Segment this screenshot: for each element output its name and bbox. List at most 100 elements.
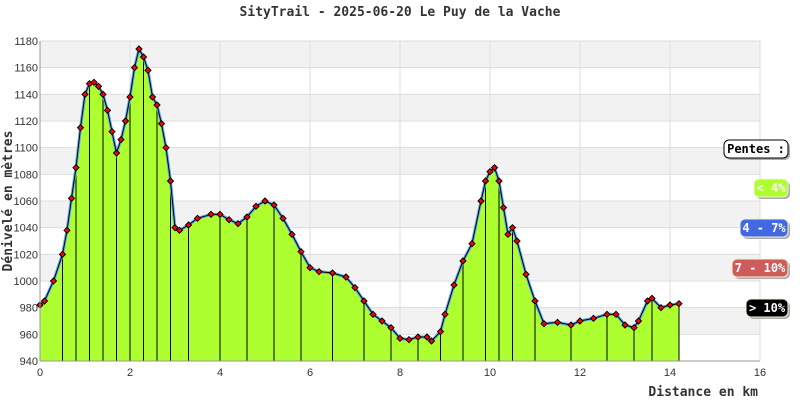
data-point [621, 321, 629, 329]
legend: Pentes : < 4% 4 - 7% 7 - 10% > 10% [723, 139, 790, 319]
data-point [436, 327, 445, 336]
y-tick-label: 960 [20, 329, 38, 341]
data-point [153, 101, 161, 109]
legend-item-box [731, 258, 789, 278]
data-point [157, 119, 166, 128]
x-tick-label: 6 [307, 367, 313, 379]
data-point [657, 303, 665, 312]
data-point [58, 250, 67, 259]
data-point [481, 177, 490, 185]
data-point [135, 45, 143, 53]
data-point [76, 123, 85, 132]
elevation-outline [39, 47, 680, 342]
data-point [387, 323, 395, 332]
data-point [144, 66, 152, 75]
x-tick-label: 16 [754, 367, 766, 379]
data-point [450, 281, 458, 289]
data-point [666, 301, 674, 309]
data-point [643, 297, 652, 305]
data-point [675, 299, 683, 308]
data-point [117, 135, 125, 144]
data-point [171, 223, 179, 232]
legend-title-label: Pentes : [727, 142, 785, 156]
y-tick-label: 1040 [14, 223, 38, 235]
data-point [576, 317, 584, 325]
legend-title-box [723, 139, 789, 159]
data-point [148, 93, 157, 101]
y-tick-label: 1060 [14, 196, 38, 208]
data-point [360, 297, 368, 305]
data-point [252, 202, 260, 211]
data-point [630, 323, 638, 332]
y-tick-label: 1080 [14, 169, 38, 181]
data-point [261, 197, 269, 205]
data-point [499, 203, 508, 212]
data-point [603, 310, 611, 319]
data-point [490, 163, 499, 172]
data-point [423, 333, 431, 341]
elevation-area [40, 49, 679, 361]
data-point [130, 63, 139, 72]
data-point [567, 321, 575, 329]
y-tick-label: 1120 [14, 116, 38, 128]
data-point [234, 219, 242, 228]
x-tick-label: 8 [397, 367, 403, 379]
data-point [139, 53, 148, 61]
x-tick-label: 0 [37, 367, 43, 379]
data-point [63, 226, 71, 235]
data-point [207, 210, 215, 219]
legend-item-label: 7 - 10% [735, 261, 786, 275]
data-point [121, 117, 130, 125]
data-point [328, 269, 337, 277]
data-point [513, 237, 521, 245]
data-point [162, 143, 170, 152]
data-point [81, 90, 89, 99]
data-point [99, 90, 107, 99]
data-point [540, 319, 548, 328]
y-axis-label: Dénivelé en mètres [1, 131, 16, 272]
y-tick-label: 1140 [14, 89, 38, 101]
data-point [495, 177, 503, 185]
x-tick-label: 10 [484, 367, 496, 379]
x-tick-label: 4 [217, 367, 223, 379]
data-point [486, 167, 494, 176]
data-point [589, 314, 598, 323]
data-point [112, 149, 121, 157]
data-point [184, 221, 193, 229]
data-point [270, 201, 278, 209]
data-point [553, 318, 562, 327]
data-point [103, 106, 112, 115]
data-point [459, 257, 467, 265]
data-point [405, 335, 413, 344]
data-point [72, 163, 80, 172]
x-tick-label: 12 [574, 367, 586, 379]
data-point [306, 263, 314, 272]
legend-item-box [745, 298, 789, 318]
data-point [477, 197, 485, 205]
data-point [225, 215, 233, 224]
data-point [166, 177, 175, 185]
data-point [342, 273, 350, 281]
y-tick-label: 1100 [14, 143, 38, 155]
data-point [468, 239, 476, 248]
data-point [40, 297, 49, 305]
y-tick-label: 1020 [14, 249, 38, 261]
data-point [49, 277, 58, 285]
y-tick-label: 1000 [14, 276, 38, 288]
data-point [67, 194, 76, 203]
legend-item-label: > 10% [749, 301, 786, 315]
data-point [94, 82, 103, 91]
data-point [634, 317, 643, 325]
data-point [279, 214, 287, 223]
data-point [508, 223, 517, 232]
data-point [369, 310, 377, 319]
data-point [531, 297, 539, 305]
y-tick-label: 980 [20, 303, 38, 315]
data-point [351, 283, 359, 292]
legend-item-label: < 4% [757, 181, 787, 195]
data-point [175, 226, 184, 235]
y-tick-label: 1180 [14, 36, 38, 48]
y-tick-label: 940 [20, 356, 38, 368]
data-point [414, 333, 422, 341]
x-tick-label: 2 [127, 367, 133, 379]
